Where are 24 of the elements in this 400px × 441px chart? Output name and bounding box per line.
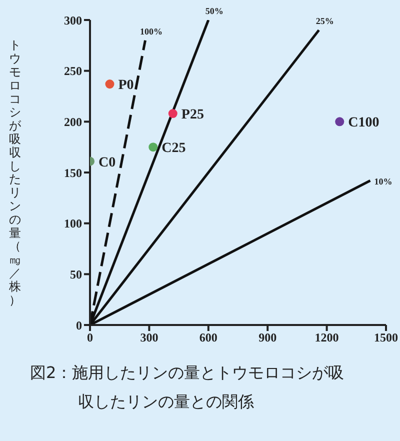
- series-label: 50%: [205, 6, 224, 16]
- x-tick-label: 0: [87, 330, 93, 345]
- series-label: C100: [348, 116, 380, 131]
- y-tick-label: 50: [70, 267, 82, 282]
- x-tick-label: 900: [258, 330, 277, 345]
- y-tick-label: 150: [64, 166, 82, 180]
- series-label: P0: [118, 78, 134, 94]
- y-tick-label: 300: [64, 13, 82, 28]
- text: トウモロコシが吸収したリンの量（㎎／株）: [9, 38, 21, 307]
- x-tick-label: 1500: [374, 330, 398, 345]
- x-tick-label: 1200: [314, 330, 339, 345]
- series-label: 25%: [316, 16, 334, 26]
- y-tick-label: 0: [76, 318, 82, 332]
- y-tick-label: 250: [64, 64, 82, 78]
- series-label: C25: [162, 141, 186, 156]
- series-label: 100%: [140, 26, 163, 36]
- x-tick-label: 600: [199, 330, 218, 345]
- x-tick-label: 300: [140, 330, 158, 345]
- series-label: C0: [98, 155, 116, 170]
- series-label: P25: [181, 108, 204, 123]
- text: 図2：施用したリンの量とトウモロコシが吸収したリンの量との関係: [30, 362, 346, 413]
- y-tick-label: 100: [64, 216, 82, 231]
- y-tick-label: 200: [64, 114, 82, 129]
- series-label: 10%: [374, 176, 392, 187]
